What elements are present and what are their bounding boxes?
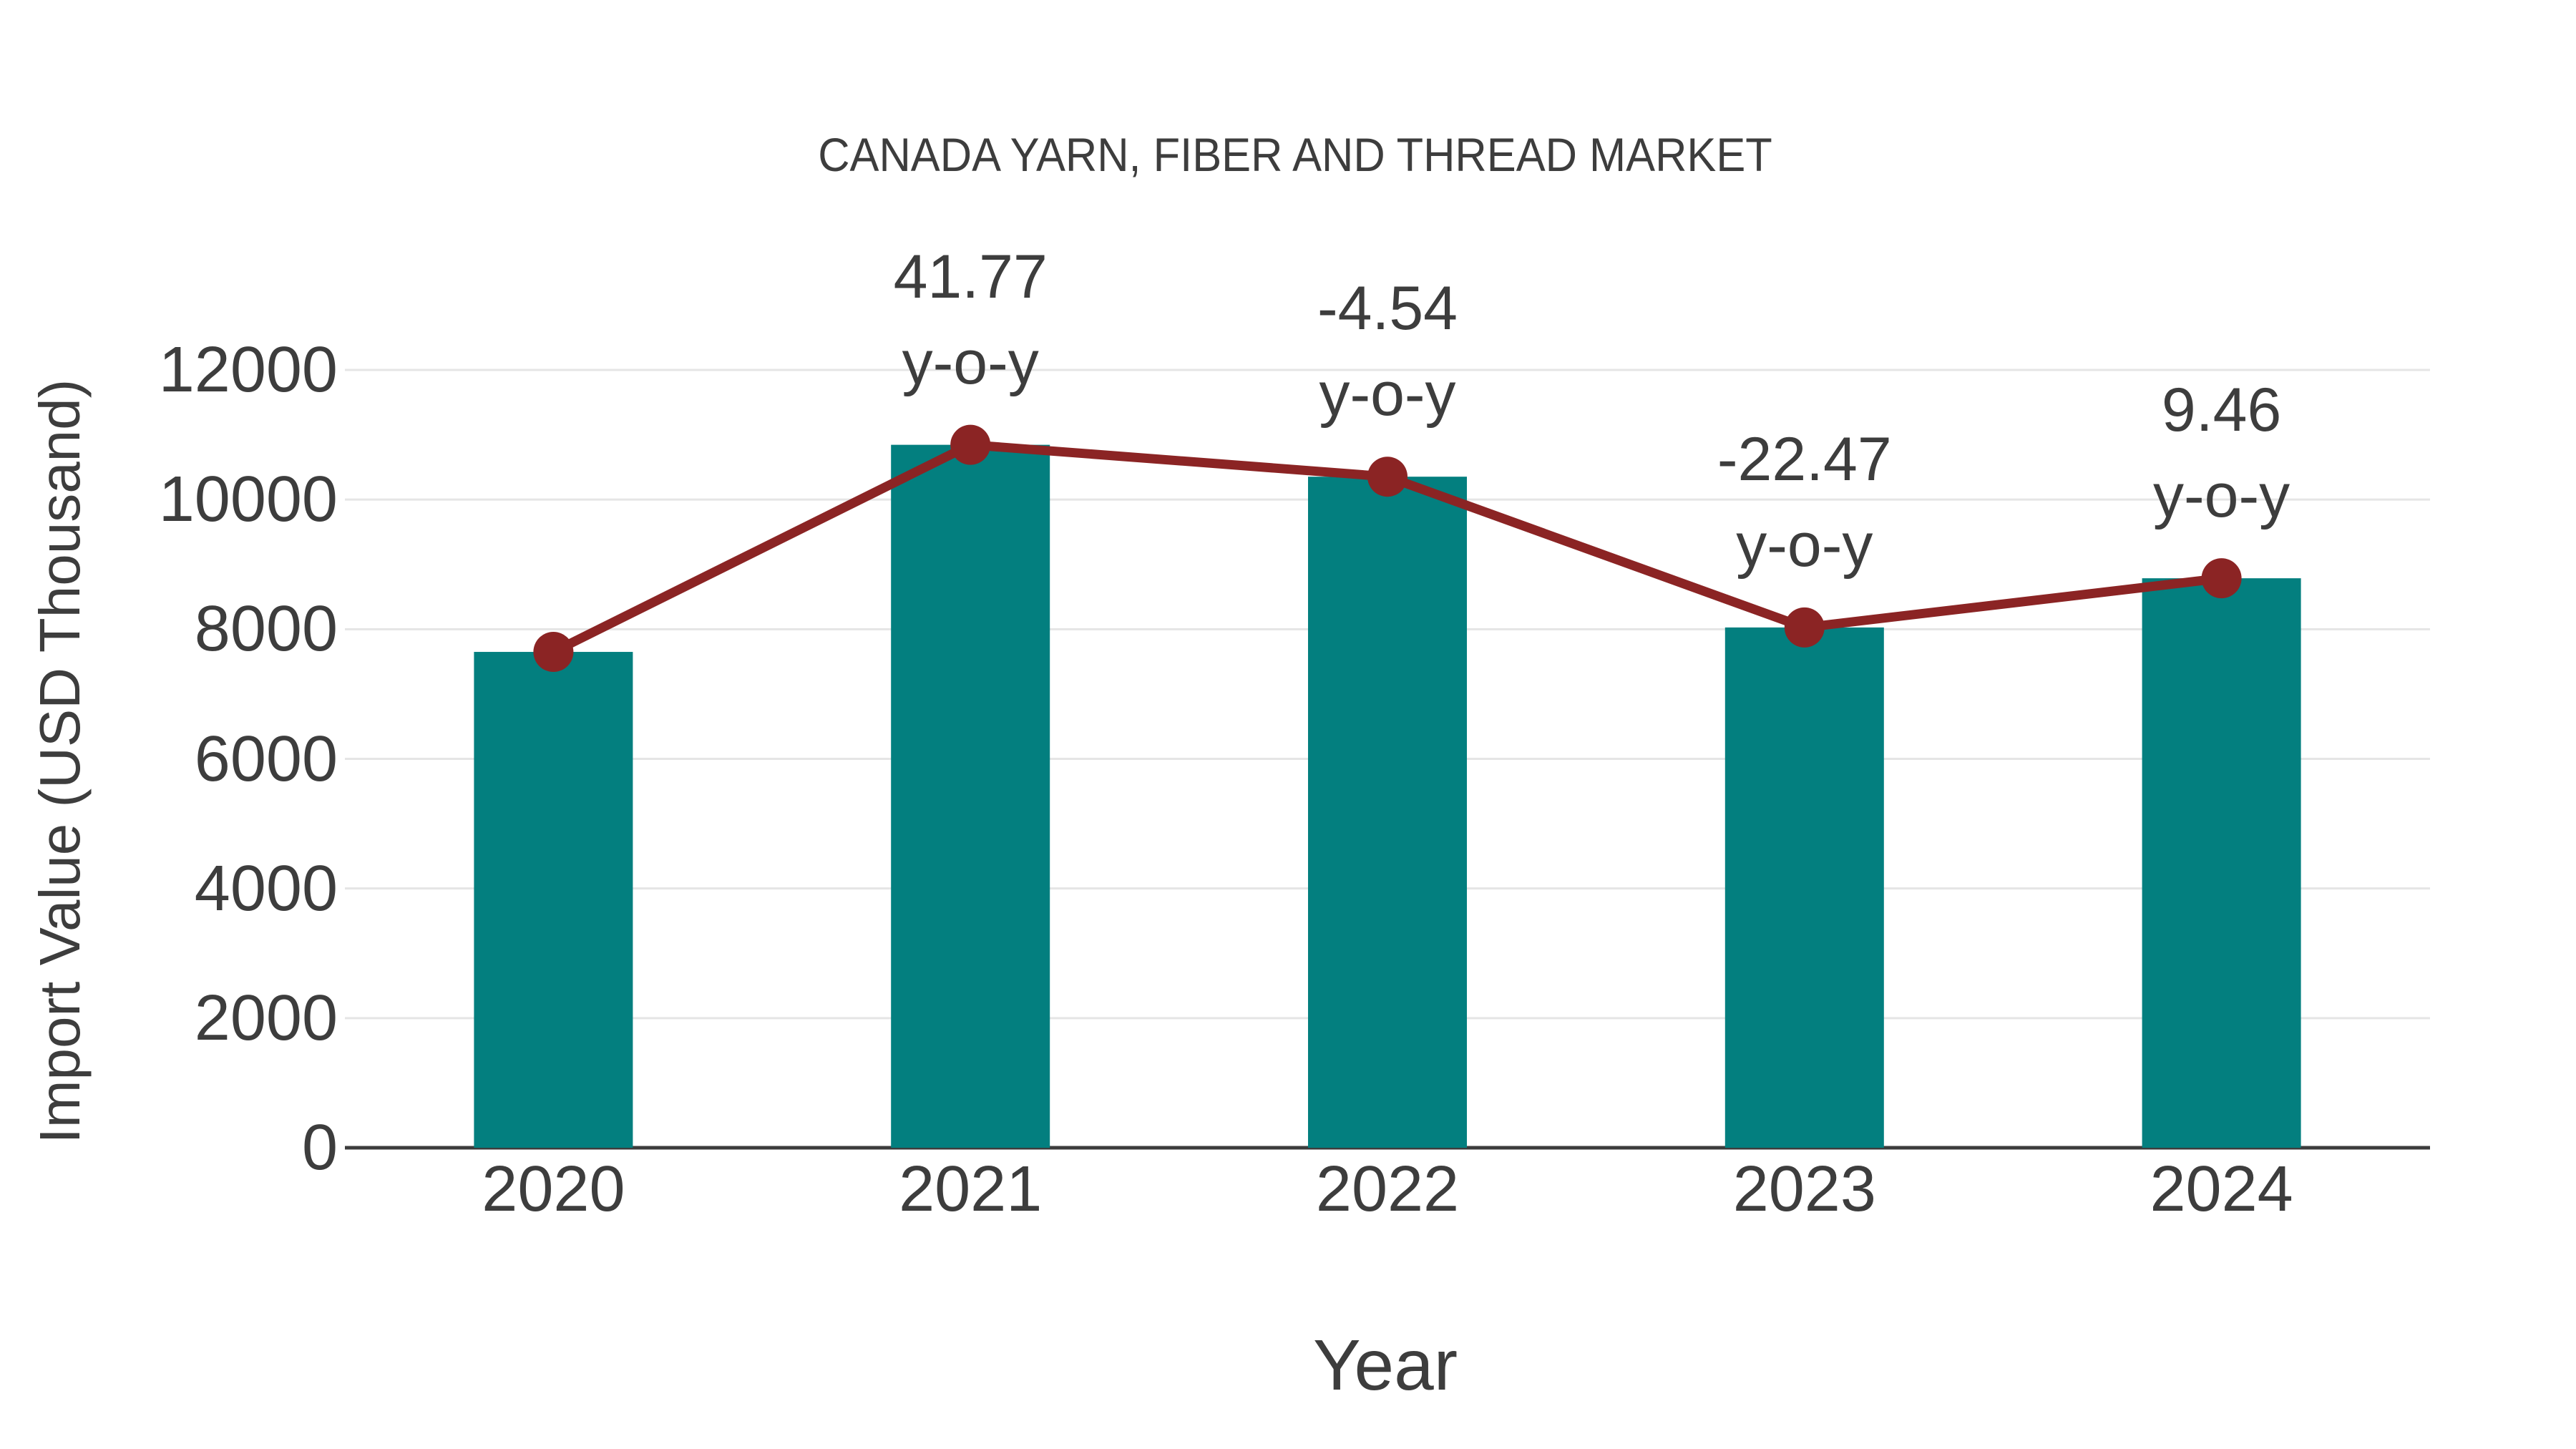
trend-marker-2020 — [533, 632, 574, 673]
bar-2022 — [1308, 477, 1467, 1148]
annotation-unit-2023: y-o-y — [1736, 510, 1873, 580]
trend-marker-2022 — [1367, 457, 1407, 497]
annotation-unit-2024: y-o-y — [2153, 462, 2290, 531]
bar-2021 — [891, 444, 1050, 1148]
bar-2020 — [474, 652, 633, 1148]
annotation-unit-2022: y-o-y — [1319, 360, 1456, 429]
annotation-value-2024: 9.46 — [2161, 376, 2282, 445]
x-tick-label-2024: 2024 — [2150, 1153, 2293, 1225]
y-tick-label-6000: 6000 — [194, 723, 338, 795]
y-tick-label-10000: 10000 — [158, 464, 338, 536]
trend-marker-2024 — [2201, 558, 2242, 599]
annotation-unit-2021: y-o-y — [902, 328, 1039, 397]
y-tick-label-0: 0 — [301, 1112, 338, 1184]
annotation-value-2021: 41.77 — [893, 242, 1048, 311]
x-axis-title: Year — [1312, 1325, 1458, 1405]
y-tick-label-4000: 4000 — [194, 852, 338, 924]
bar-2023 — [1724, 627, 1884, 1148]
x-tick-label-2023: 2023 — [1732, 1153, 1876, 1225]
x-tick-label-2020: 2020 — [482, 1153, 625, 1225]
trend-marker-2023 — [1784, 607, 1825, 648]
y-tick-label-2000: 2000 — [194, 982, 338, 1054]
bar-2024 — [2142, 578, 2301, 1148]
y-tick-label-8000: 8000 — [194, 593, 338, 665]
chart-title: CANADA YARN, FIBER AND THREAD MARKET — [818, 128, 1772, 181]
x-tick-label-2021: 2021 — [899, 1153, 1043, 1225]
annotation-value-2022: -4.54 — [1317, 274, 1458, 343]
y-tick-label-12000: 12000 — [158, 334, 338, 406]
x-tick-label-2022: 2022 — [1315, 1153, 1460, 1225]
annotation-value-2023: -22.47 — [1717, 424, 1892, 494]
trend-marker-2021 — [950, 424, 991, 465]
